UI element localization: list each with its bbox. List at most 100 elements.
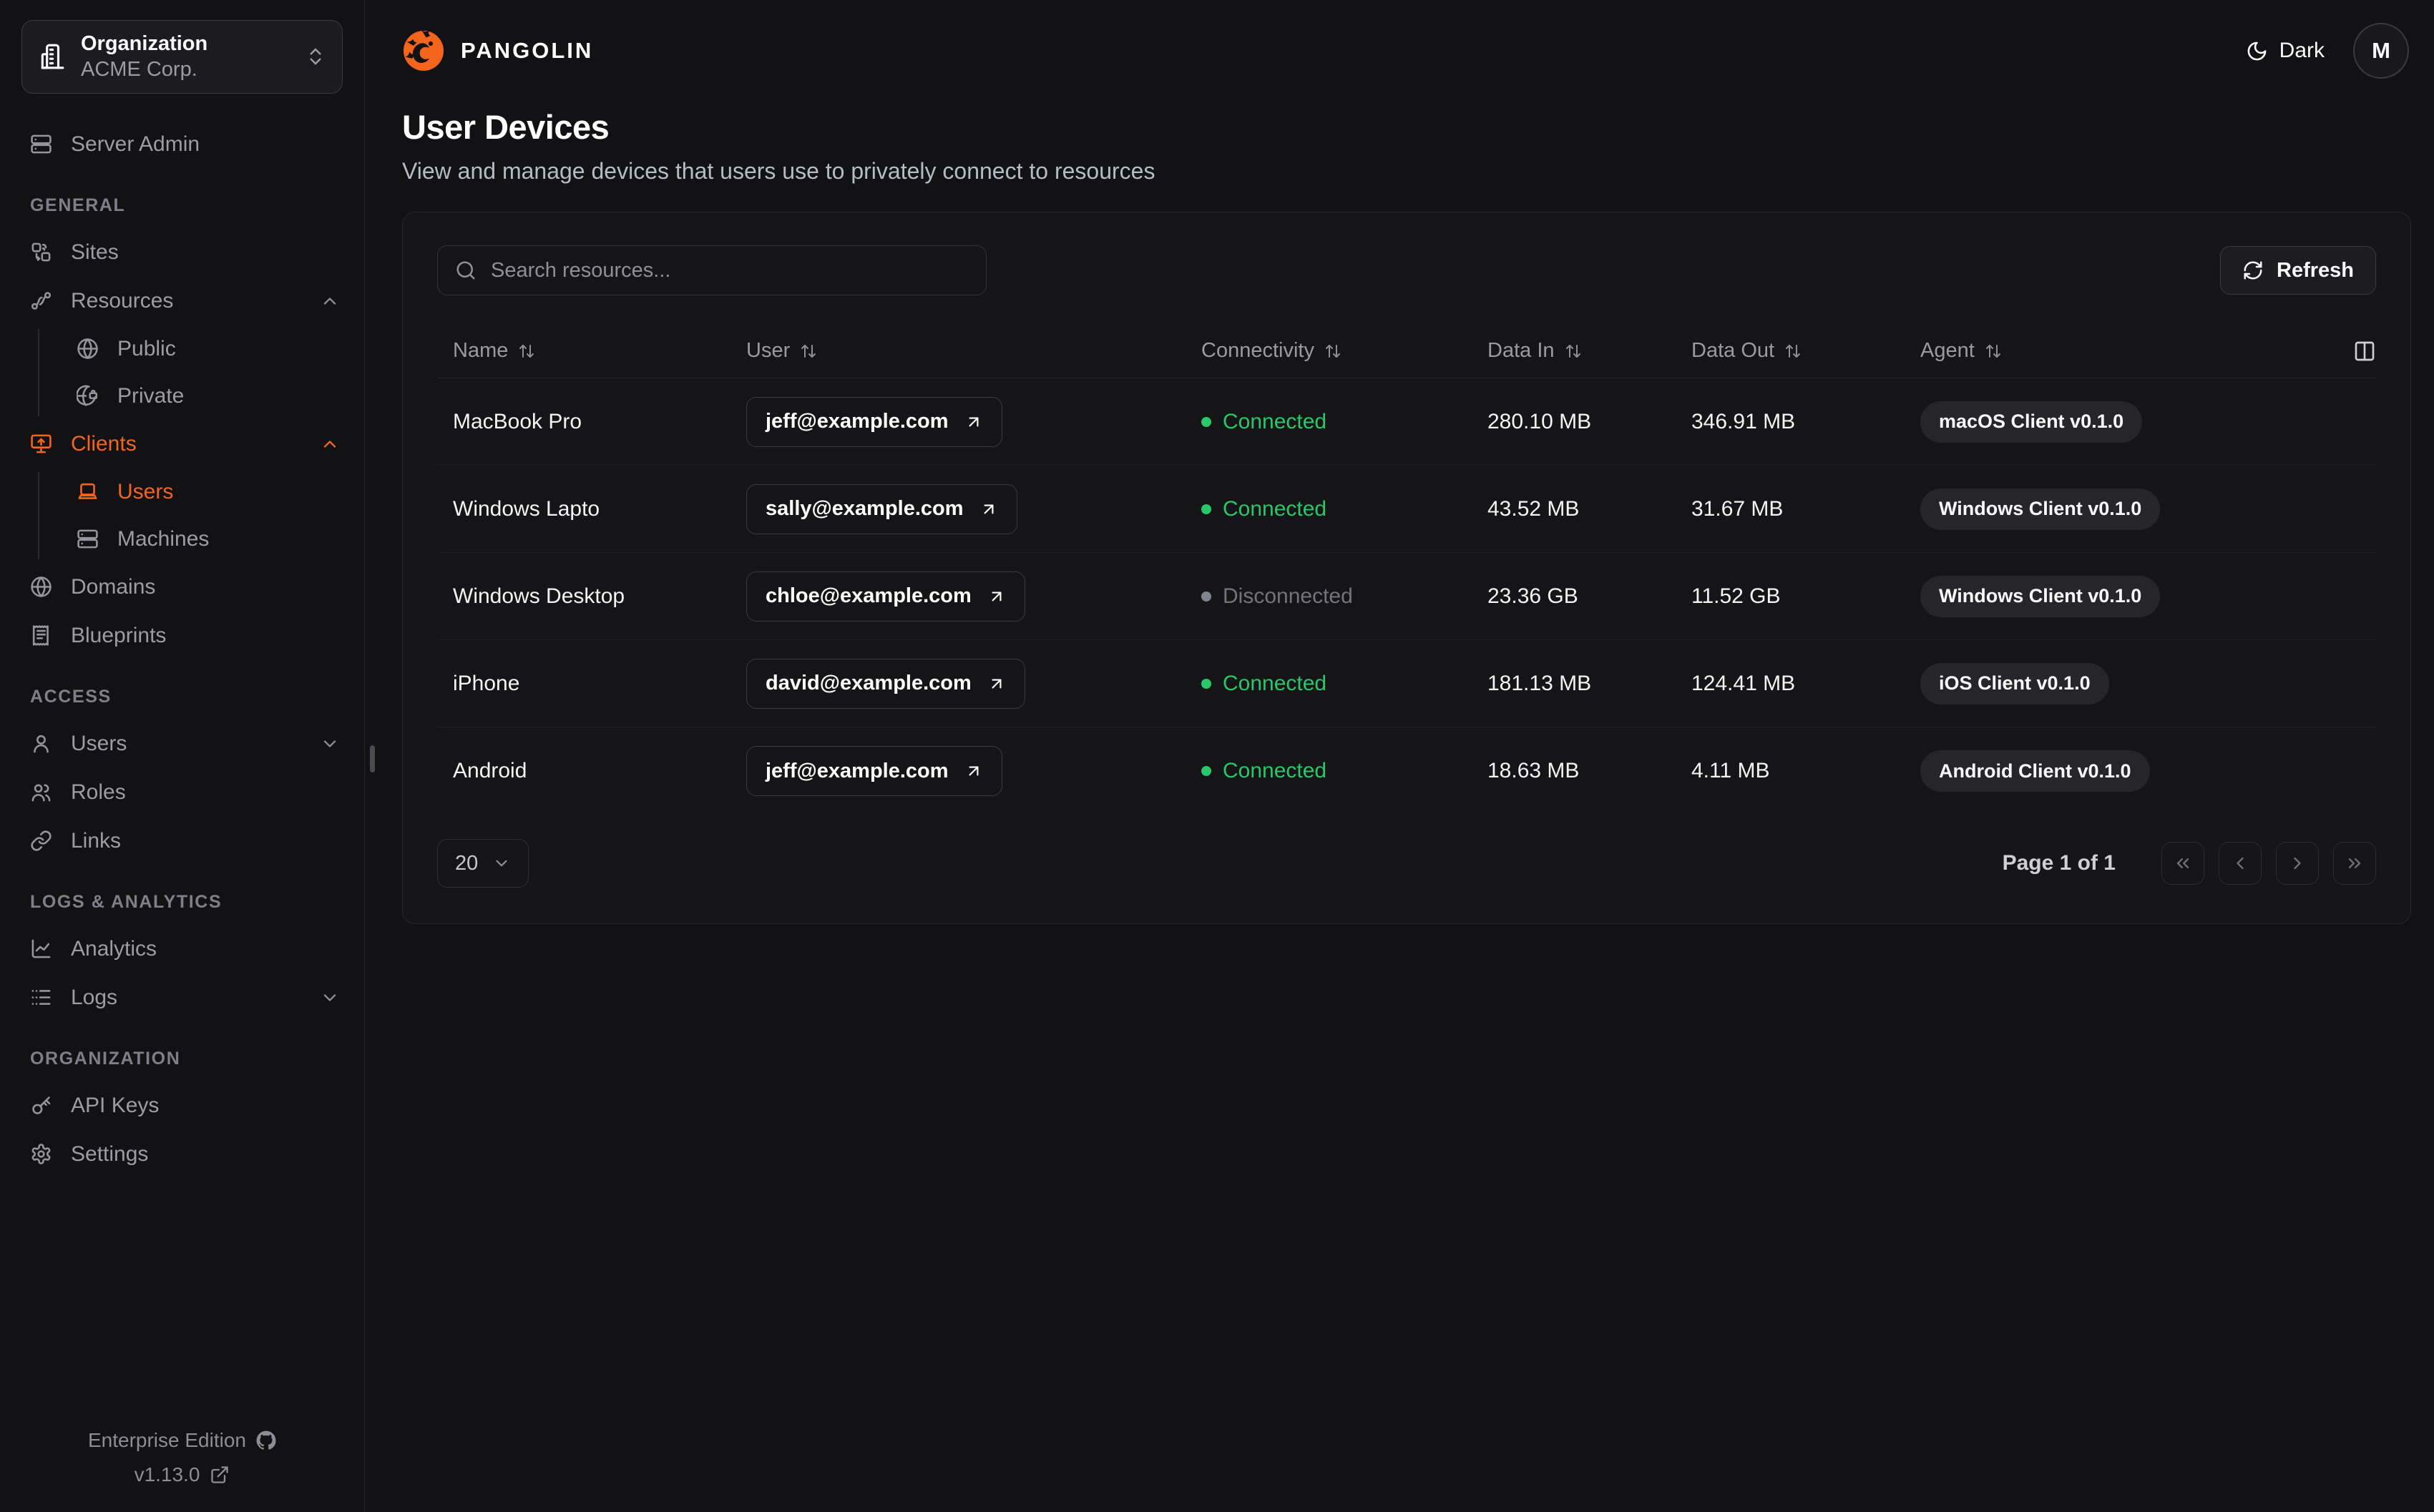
- sites-icon: [30, 241, 52, 263]
- card-toolbar: Refresh: [437, 245, 2376, 295]
- sort-icon: [1786, 344, 1801, 358]
- column-label: User: [746, 339, 791, 362]
- user-link-chip[interactable]: jeff@example.com: [746, 746, 1002, 796]
- edition-label: Enterprise Edition: [87, 1429, 246, 1451]
- column-header-connectivity[interactable]: Connectivity: [1201, 339, 1487, 363]
- column-label: Agent: [1920, 339, 1975, 362]
- user-email: jeff@example.com: [766, 410, 949, 433]
- status-label: Connected: [1223, 759, 1327, 782]
- sidebar-item-users[interactable]: Users: [21, 723, 343, 765]
- sidebar-item-blueprints[interactable]: Blueprints: [21, 615, 343, 657]
- sidebar-item-api-keys[interactable]: API Keys: [21, 1085, 343, 1126]
- sidebar-item-label: Resources: [71, 288, 174, 313]
- status-label: Connected: [1223, 496, 1327, 521]
- pagination-controls: Page 1 of 1: [2003, 842, 2376, 885]
- device-name: Android: [453, 759, 527, 782]
- topbar-right: Dark M: [2246, 23, 2409, 79]
- column-settings-button[interactable]: [2353, 340, 2376, 363]
- data-out-value: 4.11 MB: [1691, 759, 1770, 782]
- globe-icon: [30, 576, 52, 598]
- last-page-button[interactable]: [2333, 842, 2376, 885]
- search-input[interactable]: [489, 257, 969, 283]
- sidebar-item-client-machines[interactable]: Machines: [68, 519, 343, 559]
- sidebar-item-server-admin[interactable]: Server Admin: [21, 124, 343, 165]
- pagination-bar: 20 Page 1 of 1: [437, 839, 2376, 888]
- column-header-agent[interactable]: Agent: [1920, 339, 2278, 363]
- sidebar-item-label: Users: [71, 731, 127, 755]
- sort-icon: [1325, 344, 1340, 358]
- user-link-chip[interactable]: jeff@example.com: [746, 396, 1002, 447]
- arrow-up-right-icon: [969, 417, 979, 426]
- chevron-down-icon: [320, 734, 340, 754]
- data-out-value: 31.67 MB: [1691, 496, 1784, 521]
- search-icon: [456, 261, 475, 280]
- status-dot: [1201, 678, 1211, 689]
- sidebar-item-clients[interactable]: Clients: [21, 423, 343, 465]
- chevrons-up-down-icon: [305, 46, 326, 67]
- sort-icon: [1565, 344, 1580, 358]
- connectivity-status: Connected: [1201, 410, 1487, 434]
- sidebar-item-label: Roles: [71, 780, 126, 804]
- sort-icon: [519, 344, 534, 358]
- link-icon: [30, 830, 52, 852]
- sidebar-item-domains[interactable]: Domains: [21, 566, 343, 608]
- data-in-value: 23.36 GB: [1487, 584, 1578, 608]
- sidebar-item-public[interactable]: Public: [68, 329, 343, 369]
- sidebar-item-roles[interactable]: Roles: [21, 772, 343, 813]
- user-link-chip[interactable]: david@example.com: [746, 658, 1025, 709]
- sidebar-item-label: Blueprints: [71, 623, 167, 647]
- version-row[interactable]: v1.13.0: [135, 1463, 230, 1486]
- sidebar-item-private[interactable]: Private: [68, 376, 343, 416]
- user-link-chip[interactable]: sally@example.com: [746, 483, 1017, 534]
- sidebar-item-label: Server Admin: [71, 132, 200, 156]
- sidebar-item-logs[interactable]: Logs: [21, 977, 343, 1018]
- column-header-data-out[interactable]: Data Out: [1691, 339, 1920, 363]
- column-label: Name: [453, 339, 509, 362]
- status-dot: [1201, 591, 1211, 602]
- prev-page-button[interactable]: [2219, 842, 2262, 885]
- chevron-up-icon: [320, 434, 340, 454]
- page-size-select[interactable]: 20: [437, 839, 529, 888]
- theme-toggle[interactable]: Dark: [2246, 39, 2325, 63]
- column-header-data-in[interactable]: Data In: [1487, 339, 1691, 363]
- sidebar-nav: Server Admin GENERAL Sites: [21, 124, 343, 1430]
- brand-logo-link[interactable]: PANGOLIN: [401, 28, 593, 74]
- device-name: Windows Lapto: [453, 496, 600, 521]
- chevron-right-icon: [2294, 857, 2301, 870]
- user-email: sally@example.com: [766, 497, 964, 520]
- sidebar-item-label: Settings: [71, 1142, 149, 1166]
- sidebar-item-settings[interactable]: Settings: [21, 1134, 343, 1175]
- monitor-up-icon: [30, 433, 52, 455]
- sidebar-item-label: Links: [71, 828, 122, 853]
- refresh-button[interactable]: Refresh: [2220, 246, 2376, 295]
- data-out-value: 124.41 MB: [1691, 671, 1796, 695]
- sidebar-scrollbar-thumb[interactable]: [370, 745, 375, 772]
- arrow-up-right-icon: [992, 591, 1002, 601]
- sidebar-item-resources[interactable]: Resources: [21, 280, 343, 322]
- table-row: Android jeff@example.com Connected 18.63…: [437, 727, 2376, 815]
- user-link-chip[interactable]: chloe@example.com: [746, 571, 1025, 622]
- sidebar-item-sites[interactable]: Sites: [21, 232, 343, 273]
- column-header-name[interactable]: Name: [437, 339, 746, 363]
- sidebar-item-links[interactable]: Links: [21, 820, 343, 862]
- sidebar: Organization ACME Corp. Server Admin: [0, 0, 365, 1512]
- edition-row[interactable]: Enterprise Edition: [88, 1429, 276, 1452]
- status-dot: [1201, 416, 1211, 427]
- server-icon: [30, 133, 52, 155]
- org-switcher[interactable]: Organization ACME Corp.: [21, 20, 343, 94]
- devices-table: Name User Connectivity Data In: [437, 324, 2376, 815]
- sidebar-item-client-users[interactable]: Users: [68, 472, 343, 512]
- next-page-button[interactable]: [2276, 842, 2319, 885]
- column-header-user[interactable]: User: [746, 339, 1201, 363]
- table-header-row: Name User Connectivity Data In: [437, 324, 2376, 378]
- data-in-value: 280.10 MB: [1487, 409, 1592, 433]
- column-label: Data Out: [1691, 339, 1775, 362]
- devices-card: Refresh Name User Connectivity: [402, 212, 2411, 924]
- brand-name: PANGOLIN: [461, 38, 594, 63]
- status-label: Disconnected: [1223, 584, 1353, 608]
- sidebar-item-analytics[interactable]: Analytics: [21, 928, 343, 970]
- sidebar-item-label: Public: [117, 336, 176, 360]
- avatar-initial: M: [2372, 38, 2390, 63]
- first-page-button[interactable]: [2161, 842, 2204, 885]
- avatar[interactable]: M: [2353, 23, 2409, 79]
